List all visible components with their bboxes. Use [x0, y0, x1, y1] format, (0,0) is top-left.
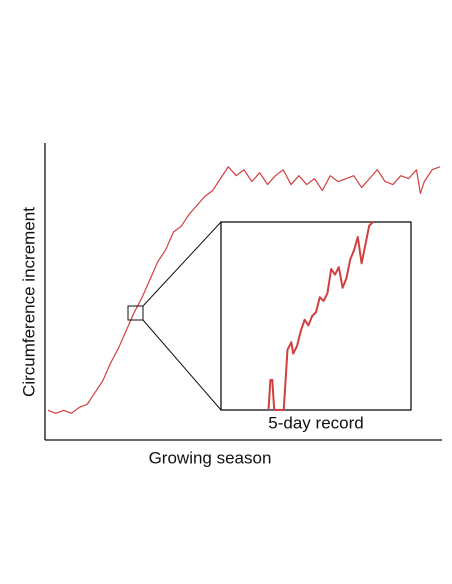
data-line — [267, 221, 374, 411]
zoom-connector — [142, 221, 222, 307]
inset-frame — [220, 221, 412, 411]
x-axis-label: Growing season — [149, 448, 272, 467]
zoom-connector — [142, 319, 222, 411]
y-axis-label: Circumference increment — [19, 207, 38, 397]
data-line — [47, 166, 441, 414]
inset-label: 5-day record — [268, 413, 363, 432]
zoom-box — [127, 305, 144, 321]
